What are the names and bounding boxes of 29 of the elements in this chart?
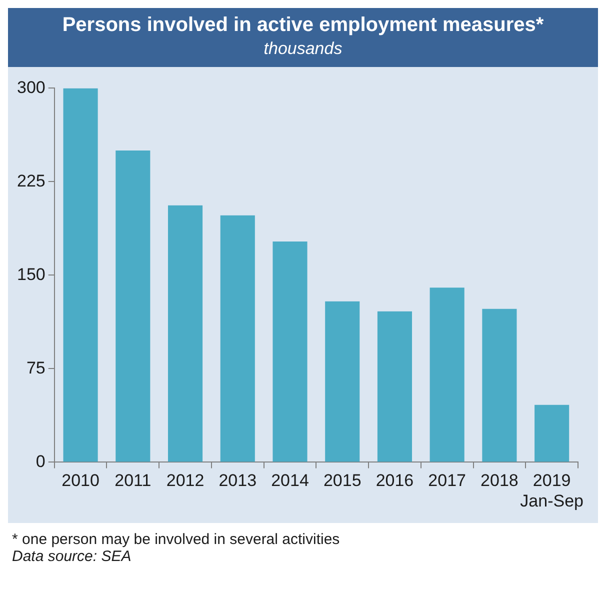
bar — [377, 311, 412, 462]
bar — [220, 215, 255, 462]
y-tick-label: 75 — [26, 358, 46, 378]
chart-title: Persons involved in active employment measures* — [61, 14, 545, 37]
bar — [482, 308, 517, 462]
y-tick-label: 225 — [16, 171, 46, 190]
bar — [325, 301, 360, 462]
bar — [168, 205, 203, 462]
bar — [116, 150, 150, 462]
x-tick-label: 2014 — [271, 471, 309, 490]
y-tick-label: 300 — [16, 78, 46, 97]
x-tick-label: 2011 — [114, 471, 152, 490]
text: * one person may be involved in several activities — [12, 531, 341, 548]
source-note: Data source: SEA — [12, 548, 132, 565]
y-tick-label: 0 — [36, 452, 46, 471]
chart-subtitle: thousands — [262, 39, 344, 59]
x-tick-label: 2016 — [376, 471, 414, 490]
bar — [430, 288, 464, 462]
x-tick-label: 2017 — [428, 471, 466, 490]
bar — [534, 404, 570, 462]
x-tick-label: 2010 — [62, 471, 100, 490]
x-tick-label: 2018 — [480, 471, 518, 490]
x-tick-label: 2013 — [218, 471, 257, 490]
y-tick-label: 150 — [16, 264, 46, 284]
x-tick-label: 2012 — [166, 471, 204, 490]
x-tick-label: 2019 Jan-Sep — [520, 471, 584, 510]
bar — [272, 242, 308, 462]
x-tick-label: 2015 — [323, 471, 362, 490]
bar — [63, 88, 98, 462]
